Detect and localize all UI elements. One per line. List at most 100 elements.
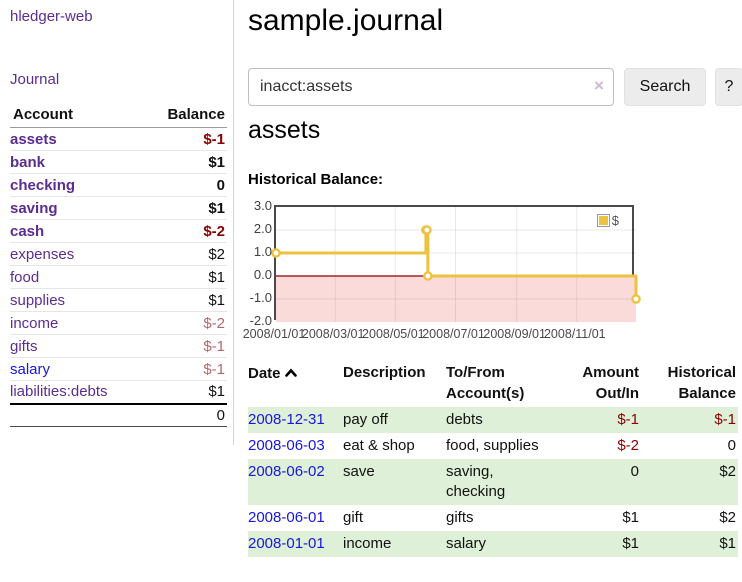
account-balance: $-1 [142, 334, 227, 358]
account-row: salary $-1 [10, 357, 227, 381]
account-balance-table: Account Balance assets $-1 bank $1 checkin… [10, 103, 227, 427]
search-input[interactable] [248, 68, 614, 106]
account-row: saving $1 [10, 196, 227, 220]
x-axis-tick-label: 2008/01/01 [242, 327, 306, 341]
x-axis-tick-label: 2008/11/01 [543, 327, 606, 341]
chart-title: Historical Balance: [248, 171, 384, 188]
transaction-balance: $1 [719, 535, 736, 552]
transaction-balance: $2 [719, 463, 736, 480]
transaction-description: save [343, 463, 375, 480]
account-link-gifts[interactable]: gifts [10, 337, 38, 355]
account-link-cash[interactable]: cash [10, 222, 45, 240]
account-balance: $-1 [142, 357, 227, 381]
account-link-expenses[interactable]: expenses [10, 245, 75, 263]
transaction-accounts: food, supplies [446, 437, 539, 454]
balance-column-header: Balance [142, 103, 227, 128]
account-balance: $1 [142, 288, 227, 312]
transaction-description: gift [343, 509, 364, 526]
search-form: × Search ? [248, 68, 742, 106]
transaction-description: eat & shop [343, 437, 415, 454]
register-header-date[interactable]: Date [248, 362, 343, 407]
account-balance: $1 [142, 380, 227, 404]
transaction-accounts: gifts [446, 509, 474, 526]
register-row: 2008-06-01 gift gifts $1 $2 [248, 505, 738, 531]
register-header-amount: Amount Out/In [582, 364, 639, 402]
account-balance: $1 [142, 196, 227, 220]
register-row: 2008-01-01 income salary $1 $1 [248, 531, 738, 557]
transaction-balance: $-1 [714, 411, 736, 428]
transaction-date-link[interactable]: 2008-06-02 [248, 463, 325, 480]
transaction-accounts: debts [446, 411, 483, 428]
account-link-liabilities-debts[interactable]: liabilities:debts [10, 383, 108, 401]
account-link-bank[interactable]: bank [10, 153, 46, 171]
account-link-checking[interactable]: checking [10, 176, 76, 194]
transaction-description: income [343, 535, 392, 552]
brand-link[interactable]: hledger-web [10, 8, 93, 25]
register-row: 2008-06-03 eat & shop food, supplies $-2… [248, 433, 738, 459]
transaction-description: pay off [343, 411, 388, 428]
chart-legend: $ [594, 212, 621, 229]
legend-label: $ [611, 213, 619, 228]
x-axis-tick-label: 2008/07/01 [422, 327, 485, 341]
account-balance: $-1 [142, 127, 227, 151]
transaction-date-link[interactable]: 2008-12-31 [248, 411, 325, 428]
account-heading: assets [248, 116, 321, 144]
account-row: checking 0 [10, 173, 227, 197]
account-balance: 0 [142, 173, 227, 197]
y-axis-tick-label: 2.0 [253, 221, 272, 236]
transaction-date-link[interactable]: 2008-01-01 [248, 535, 325, 552]
account-link-assets[interactable]: assets [10, 130, 57, 148]
transaction-accounts: saving, checking [446, 463, 506, 500]
chevron-up-icon [284, 362, 297, 383]
search-button[interactable]: Search [624, 68, 706, 106]
account-row: assets $-1 [10, 127, 227, 151]
transaction-date-link[interactable]: 2008-06-01 [248, 509, 325, 526]
account-link-supplies[interactable]: supplies [10, 291, 66, 309]
account-link-saving[interactable]: saving [10, 199, 58, 217]
register-header-description: Description [343, 364, 426, 381]
x-axis-tick-label: 2008/09/01 [483, 327, 546, 341]
transaction-amount: $1 [622, 535, 639, 552]
accounts-total-row: 0 [10, 402, 227, 427]
account-row: cash $-2 [10, 219, 227, 243]
account-row: bank $1 [10, 150, 227, 174]
account-row: gifts $-1 [10, 334, 227, 358]
account-row: food $1 [10, 265, 227, 289]
account-row: liabilities:debts $1 [10, 380, 227, 404]
account-row: supplies $1 [10, 288, 227, 312]
y-axis-tick-label: 0.0 [253, 267, 272, 282]
register-table: Date Description To/From Account(s) Amou… [248, 362, 738, 557]
legend-swatch-icon [596, 214, 610, 227]
account-balance: $-2 [142, 311, 227, 335]
historical-balance-chart: $ 3.0 2.0 1.0 0.0 -1.0 -2.0 2008/01/01 2008/03/… [243, 198, 648, 347]
y-axis-tick-label: -2.0 [249, 313, 272, 328]
help-button[interactable]: ? [715, 68, 742, 106]
sidebar: hledger-web Journal Account Balance asse… [0, 0, 233, 582]
transaction-amount: $-2 [617, 437, 639, 454]
register-row: 2008-06-02 save saving, checking 0 $2 [248, 459, 738, 505]
account-row: expenses $2 [10, 242, 227, 266]
account-link-salary[interactable]: salary [10, 360, 51, 378]
sidebar-item-journal[interactable]: Journal [10, 71, 60, 88]
account-link-food[interactable]: food [10, 268, 40, 286]
transaction-amount: 0 [630, 463, 639, 480]
transaction-date-link[interactable]: 2008-06-03 [248, 437, 325, 454]
transaction-balance: $2 [719, 509, 736, 526]
account-balance: $2 [142, 242, 227, 266]
account-balance: $1 [142, 150, 227, 174]
account-link-income[interactable]: income [10, 314, 59, 332]
account-row: income $-2 [10, 311, 227, 335]
register-header-balance: Historical Balance [667, 364, 736, 402]
x-axis-tick-label: 2008/05/01 [362, 327, 425, 341]
sidebar-divider [233, 0, 234, 445]
accounts-total-value: 0 [142, 402, 227, 427]
y-axis-tick-label: 1.0 [253, 244, 272, 259]
transaction-amount: $1 [622, 509, 639, 526]
page-title: sample.journal [248, 4, 444, 37]
account-balance: $1 [142, 265, 227, 289]
transaction-amount: $-1 [617, 411, 639, 428]
chart-plot-area[interactable]: $ [271, 205, 641, 322]
transaction-balance: 0 [727, 437, 736, 454]
x-axis-tick-label: 2008/03/01 [301, 327, 365, 341]
clear-search-icon[interactable]: × [594, 76, 604, 95]
